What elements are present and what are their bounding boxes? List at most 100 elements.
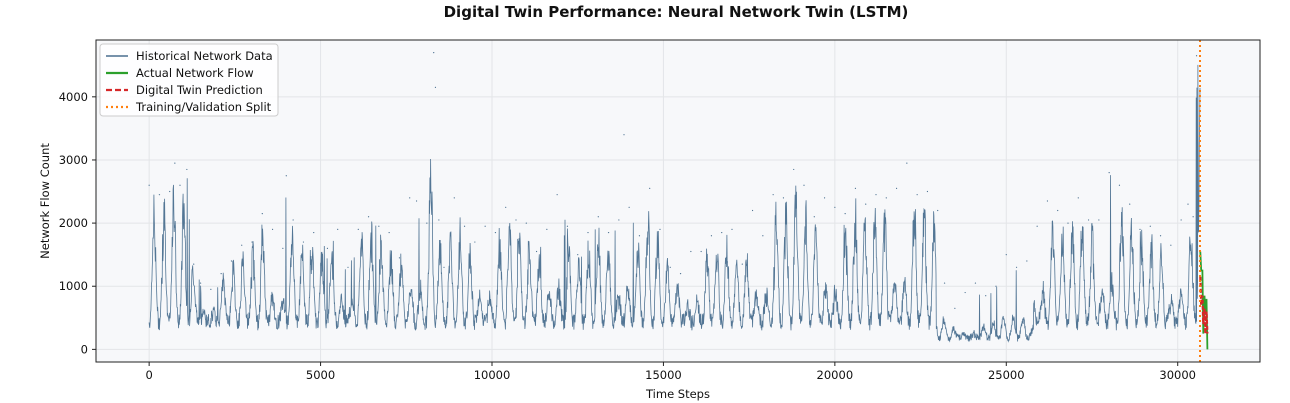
x-tick-label: 0 xyxy=(145,368,152,382)
series-historical-peak xyxy=(193,263,195,265)
series-historical-peak xyxy=(433,52,435,54)
series-historical-peak xyxy=(1187,203,1189,205)
series-historical-peak xyxy=(453,197,455,199)
series-historical-peak xyxy=(409,197,411,199)
series-historical-peak xyxy=(179,184,181,186)
series-historical-peak xyxy=(1098,219,1100,221)
series-historical-peak xyxy=(1046,200,1049,202)
series-historical-peak xyxy=(443,266,445,268)
series-historical-peak xyxy=(1195,55,1198,57)
legend-label-historical: Historical Network Data xyxy=(136,49,273,63)
series-historical-peak xyxy=(241,244,243,246)
series-historical-peak xyxy=(577,254,579,256)
series-historical-peak xyxy=(313,231,315,234)
series-historical-peak xyxy=(721,231,723,234)
y-tick-label: 1000 xyxy=(59,279,88,293)
series-historical-peak xyxy=(474,241,476,243)
series-historical-peak xyxy=(438,219,440,221)
series-historical-peak xyxy=(700,250,702,253)
series-historical-peak xyxy=(710,235,713,237)
series-historical-peak xyxy=(659,228,661,231)
x-tick-label: 15000 xyxy=(645,368,682,382)
series-historical-peak xyxy=(515,219,517,221)
legend-label-prediction: Digital Twin Prediction xyxy=(136,83,263,97)
series-historical-peak xyxy=(1015,266,1018,268)
series-historical-peak xyxy=(741,263,743,265)
series-historical-peak xyxy=(158,194,161,196)
series-historical-peak xyxy=(230,260,233,262)
series-historical-peak xyxy=(607,231,610,234)
series-historical-peak xyxy=(210,288,212,290)
series-historical-peak xyxy=(484,225,486,227)
chart-title: Digital Twin Performance: Neural Network… xyxy=(444,3,909,21)
series-historical-peak xyxy=(1180,219,1182,221)
series-historical-peak xyxy=(357,228,359,231)
series-historical-peak xyxy=(174,162,176,164)
series-historical-peak xyxy=(463,225,466,227)
series-historical-peak xyxy=(1036,225,1038,227)
grid-lines xyxy=(96,40,1260,362)
series-historical-peak xyxy=(865,203,867,205)
series-historical-peak xyxy=(623,134,625,136)
series-historical-line xyxy=(148,64,1201,343)
series-historical-peak xyxy=(628,206,630,208)
series-historical-peak xyxy=(793,168,795,171)
series-historical-peak xyxy=(1192,216,1194,218)
series-historical-peak xyxy=(885,197,887,199)
series-historical-peak xyxy=(434,86,437,88)
series-prediction-line xyxy=(1199,276,1209,334)
series-historical-peak xyxy=(337,228,339,231)
series-historical-peak xyxy=(199,282,202,284)
series-historical-peak xyxy=(906,162,908,164)
series-historical-peak xyxy=(669,266,671,268)
series-historical-peak xyxy=(1087,219,1090,221)
series-historical-peak xyxy=(535,250,538,253)
series-historical-peak xyxy=(916,194,918,196)
series-historical-peak xyxy=(985,295,987,297)
series-historical-peak xyxy=(285,175,287,177)
series-historical-peak xyxy=(638,235,641,237)
series-historical-peak xyxy=(1057,209,1059,212)
series-historical-peak xyxy=(494,231,497,234)
plot-frame xyxy=(95,39,1261,363)
series-historical-peak xyxy=(974,282,977,284)
series-historical-peak xyxy=(251,241,253,243)
series-historical-peak xyxy=(326,247,329,249)
series-historical-peak xyxy=(844,213,846,215)
series-historical-peak xyxy=(1149,225,1151,227)
series-historical-peak xyxy=(690,250,692,253)
series-historical-peak xyxy=(597,216,599,218)
series-historical-peak xyxy=(1129,203,1131,205)
x-tick-label: 20000 xyxy=(817,368,854,382)
axis-ticks: 0 5000 10000 15000 20000 25000 30000 0 1000 2000 3… xyxy=(59,90,1196,382)
series-historical-peak xyxy=(1139,228,1141,231)
series-historical-peak xyxy=(546,228,548,231)
legend-label-actual: Actual Network Flow xyxy=(136,66,254,80)
series-historical-peak xyxy=(926,190,929,193)
y-axis-label: Network Flow Count xyxy=(38,143,52,259)
series-historical-peak xyxy=(1077,197,1079,199)
y-tick-label: 4000 xyxy=(59,90,88,104)
series-historical-peak xyxy=(282,247,284,249)
legend-box xyxy=(99,43,279,117)
series-historical-peak xyxy=(954,307,956,309)
series-historical-peak xyxy=(1005,254,1007,256)
series-historical-peak xyxy=(556,194,558,196)
series-historical-peak xyxy=(426,222,428,224)
series-historical-peak xyxy=(1026,260,1028,262)
series-historical-peak xyxy=(292,219,294,221)
series-historical-peak xyxy=(186,168,188,171)
series-historical-peak xyxy=(271,228,274,231)
series-historical-peak xyxy=(762,235,764,237)
y-tick-label: 2000 xyxy=(59,216,88,230)
series-historical-peak xyxy=(823,197,826,199)
series-historical-peak xyxy=(220,273,222,275)
x-tick-label: 30000 xyxy=(1159,368,1196,382)
series-historical-peak xyxy=(854,187,857,189)
series-historical-peak xyxy=(1159,235,1162,237)
series-historical-peak xyxy=(782,197,785,199)
series-historical-peak xyxy=(834,206,836,208)
series-historical-peak xyxy=(378,225,380,227)
series-historical-peak xyxy=(679,273,682,275)
